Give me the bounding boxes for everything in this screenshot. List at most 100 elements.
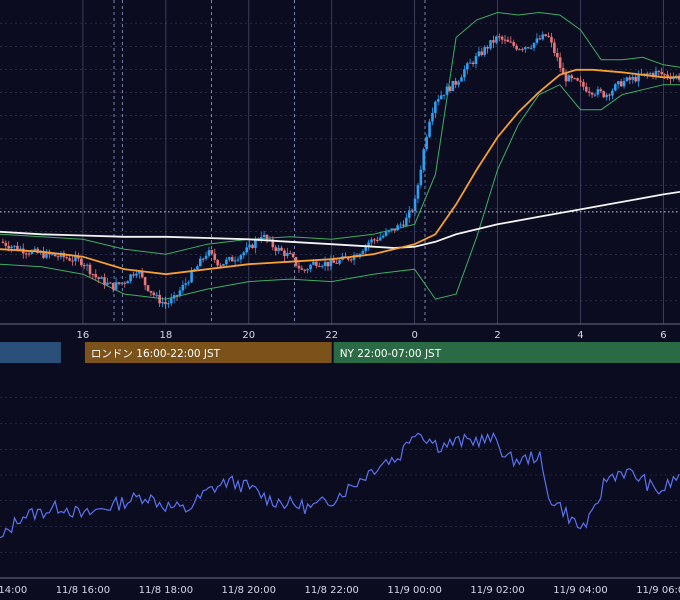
candle-body <box>262 234 266 237</box>
candle-body <box>506 39 510 42</box>
candle-body <box>143 277 147 286</box>
candle-body <box>393 228 397 231</box>
candle-body <box>515 45 518 50</box>
candle-body <box>297 265 301 269</box>
candle-body <box>497 36 501 38</box>
candle-body <box>97 277 100 279</box>
candle-body <box>599 89 603 92</box>
candle-body <box>10 246 13 249</box>
candle-body <box>611 90 614 96</box>
candle-body <box>129 274 132 282</box>
candle-body <box>465 63 469 70</box>
candle-body <box>149 290 153 293</box>
candle-body <box>587 91 591 93</box>
candle-body <box>254 239 257 249</box>
candle-body <box>558 57 562 68</box>
candle-body <box>222 264 225 266</box>
candle-body <box>303 269 307 271</box>
candle-body <box>332 260 336 263</box>
candle-body <box>503 39 507 41</box>
candle-body <box>512 42 516 46</box>
candle-body <box>500 36 504 40</box>
candle-body <box>4 242 8 246</box>
candle-body <box>1 241 5 243</box>
oscillator-line <box>0 431 680 539</box>
candle-body <box>216 259 219 266</box>
candle-body <box>286 252 289 257</box>
candle-body <box>346 257 350 260</box>
x-tick-label: 2 <box>494 330 500 341</box>
candle-body <box>376 239 379 241</box>
candle-body <box>454 80 457 85</box>
oscillator-path <box>0 431 680 539</box>
candle-body <box>361 251 365 254</box>
candle-body <box>30 250 34 254</box>
candle-body <box>306 269 309 271</box>
candle-body <box>155 294 159 296</box>
candle-body <box>42 251 45 258</box>
candle-body <box>561 67 565 74</box>
osc-x-tick-label: 11/9 04:00 <box>553 585 607 596</box>
session-block <box>0 342 61 363</box>
candle-body <box>213 253 217 260</box>
candle-body <box>445 86 449 95</box>
candle-body <box>480 51 484 55</box>
oscillator-x-axis: 11/8 14:00 11/8 16:00 11/8 18:00 11/8 20:00… <box>0 585 680 596</box>
candle-body <box>167 303 170 305</box>
candle-body <box>300 268 304 270</box>
candle-body <box>422 149 426 170</box>
candle-body <box>172 295 176 299</box>
candle-body <box>117 282 121 284</box>
candle-body <box>416 185 420 199</box>
candle-body <box>608 94 611 96</box>
candle-body <box>474 56 478 65</box>
candle-body <box>439 95 443 100</box>
candle-body <box>164 302 167 305</box>
candle-body <box>225 259 228 265</box>
candle-body <box>33 248 37 251</box>
session-bar: ロンドン 16:00-22:00 JST NY 22:00-07:00 JST <box>0 342 680 363</box>
candle-body <box>663 74 666 76</box>
candle-body <box>524 47 527 50</box>
candle-body <box>65 257 69 259</box>
candle-body <box>79 258 83 266</box>
candle-body <box>631 76 635 80</box>
candle-body <box>123 282 127 284</box>
osc-x-tick-label: 11/8 18:00 <box>139 585 193 596</box>
candle-body <box>576 78 579 81</box>
candle-body <box>492 40 495 43</box>
candle-body <box>198 258 202 267</box>
candle-body <box>486 47 489 49</box>
candle-body <box>666 74 669 78</box>
moving-averages <box>0 68 680 276</box>
candle-body <box>53 254 57 257</box>
candle-body <box>277 247 280 251</box>
candle-body <box>538 38 542 40</box>
candle-body <box>555 52 559 58</box>
candle-body <box>657 70 661 72</box>
x-tick-label: 4 <box>577 330 583 341</box>
candle-body <box>201 258 205 260</box>
candle-body <box>27 253 31 255</box>
candle-body <box>326 261 330 267</box>
candle-body <box>24 253 28 255</box>
session-block <box>333 342 680 363</box>
candle-body <box>419 169 423 186</box>
price-x-axis: 16 18 20 22 0 2 4 6 <box>77 330 667 341</box>
candle-body <box>448 86 452 92</box>
candle-body <box>619 81 623 87</box>
osc-x-tick-label: 11/8 16:00 <box>56 585 110 596</box>
candle-body <box>590 92 594 95</box>
ma-long-line <box>0 191 680 249</box>
candle-body <box>126 281 130 284</box>
osc-x-tick-label: 11/9 00:00 <box>387 585 441 596</box>
candle-body <box>567 75 571 82</box>
candle-body <box>582 81 585 87</box>
session-label: ロンドン 16:00-22:00 JST <box>91 348 221 360</box>
candle-body <box>274 247 278 251</box>
candle-body <box>529 47 533 49</box>
candle-body <box>248 244 251 248</box>
candle-body <box>56 256 60 258</box>
candle-body <box>280 247 283 251</box>
candle-body <box>94 274 98 278</box>
